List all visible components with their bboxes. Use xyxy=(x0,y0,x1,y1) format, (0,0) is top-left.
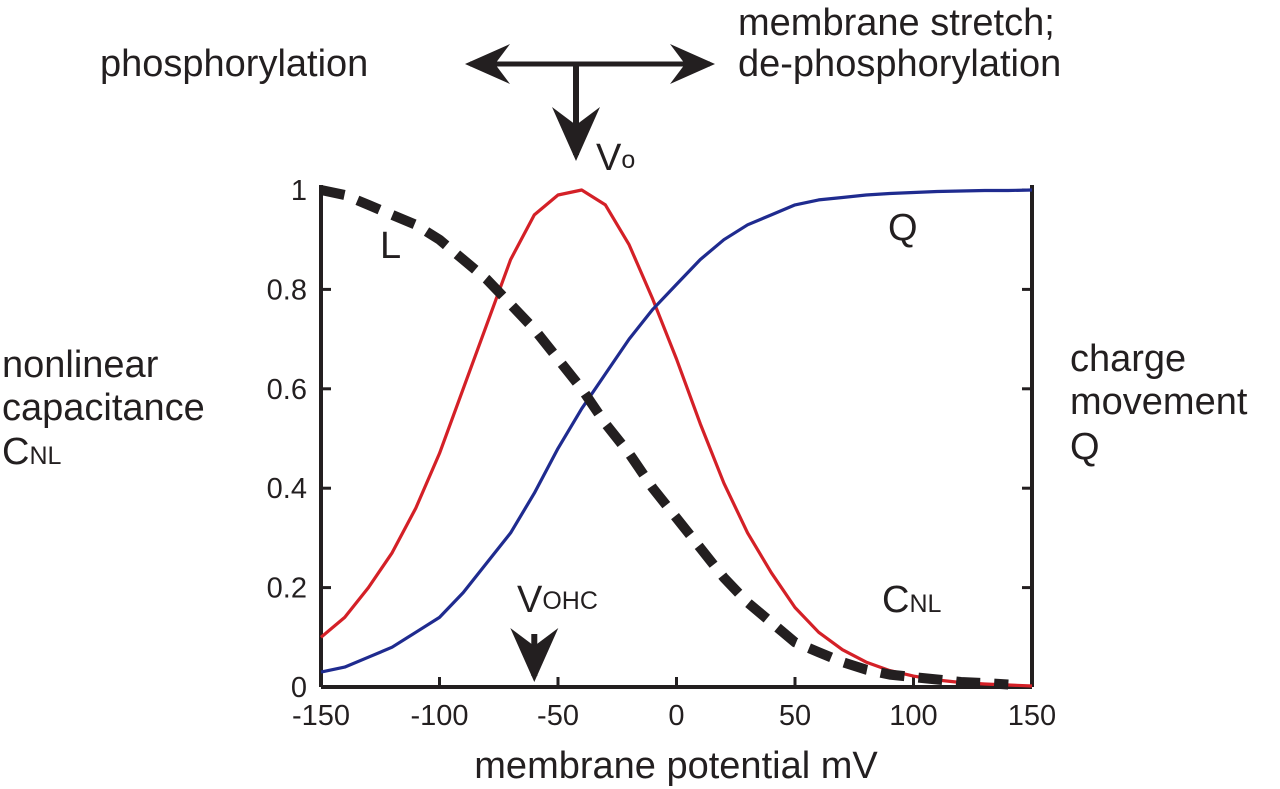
x-tick-label: -150 xyxy=(292,700,350,732)
right-y-axis-title-line3: Q xyxy=(1070,426,1100,468)
left-y-axis-title-line1: nonlinear xyxy=(2,344,159,386)
y-tick-label: 0 xyxy=(291,672,307,704)
vo-label: Vo xyxy=(596,137,635,179)
x-tick-label: 100 xyxy=(889,700,937,732)
x-tick-label: 150 xyxy=(1008,700,1056,732)
x-tick-label: -50 xyxy=(537,700,579,732)
y-tick-label: 0.6 xyxy=(267,374,307,406)
curve-label-CNL: CNL xyxy=(882,579,942,621)
y-tick-label: 0.8 xyxy=(267,274,307,306)
series-line-CNL xyxy=(319,188,1033,688)
x-axis-title: membrane potential mV xyxy=(474,745,878,787)
y-tick-label: 0.2 xyxy=(267,573,307,605)
right-y-axis-title-line1: charge xyxy=(1070,338,1186,380)
curve-label-L: L xyxy=(380,225,401,267)
axis-ticks: -150 -100 -50 0 50 100 150 0 0.2 0.4 0.6 0.8 1 xyxy=(267,175,1057,732)
right-effect-label-line1: membrane stretch; xyxy=(738,2,1055,44)
left-effect-label: phosphorylation xyxy=(100,43,368,85)
series-line-L xyxy=(319,185,1009,690)
y-tick-label: 1 xyxy=(291,175,307,207)
vohc-label: VOHC xyxy=(517,579,598,621)
x-tick-label: 50 xyxy=(779,700,811,732)
right-y-axis-title-line2: movement xyxy=(1070,381,1248,423)
right-effect-label-line2: de-phosphorylation xyxy=(738,43,1061,85)
series-line-Q xyxy=(320,188,1033,674)
y-tick-label: 0.4 xyxy=(267,473,307,505)
curve-label-Q: Q xyxy=(888,207,918,249)
left-y-axis-title-line3: CNL xyxy=(2,431,62,473)
x-tick-label: 0 xyxy=(668,700,684,732)
x-tick-label: -100 xyxy=(410,700,468,732)
left-y-axis-title-line2: capacitance xyxy=(2,387,205,429)
series-layer xyxy=(319,185,1033,690)
